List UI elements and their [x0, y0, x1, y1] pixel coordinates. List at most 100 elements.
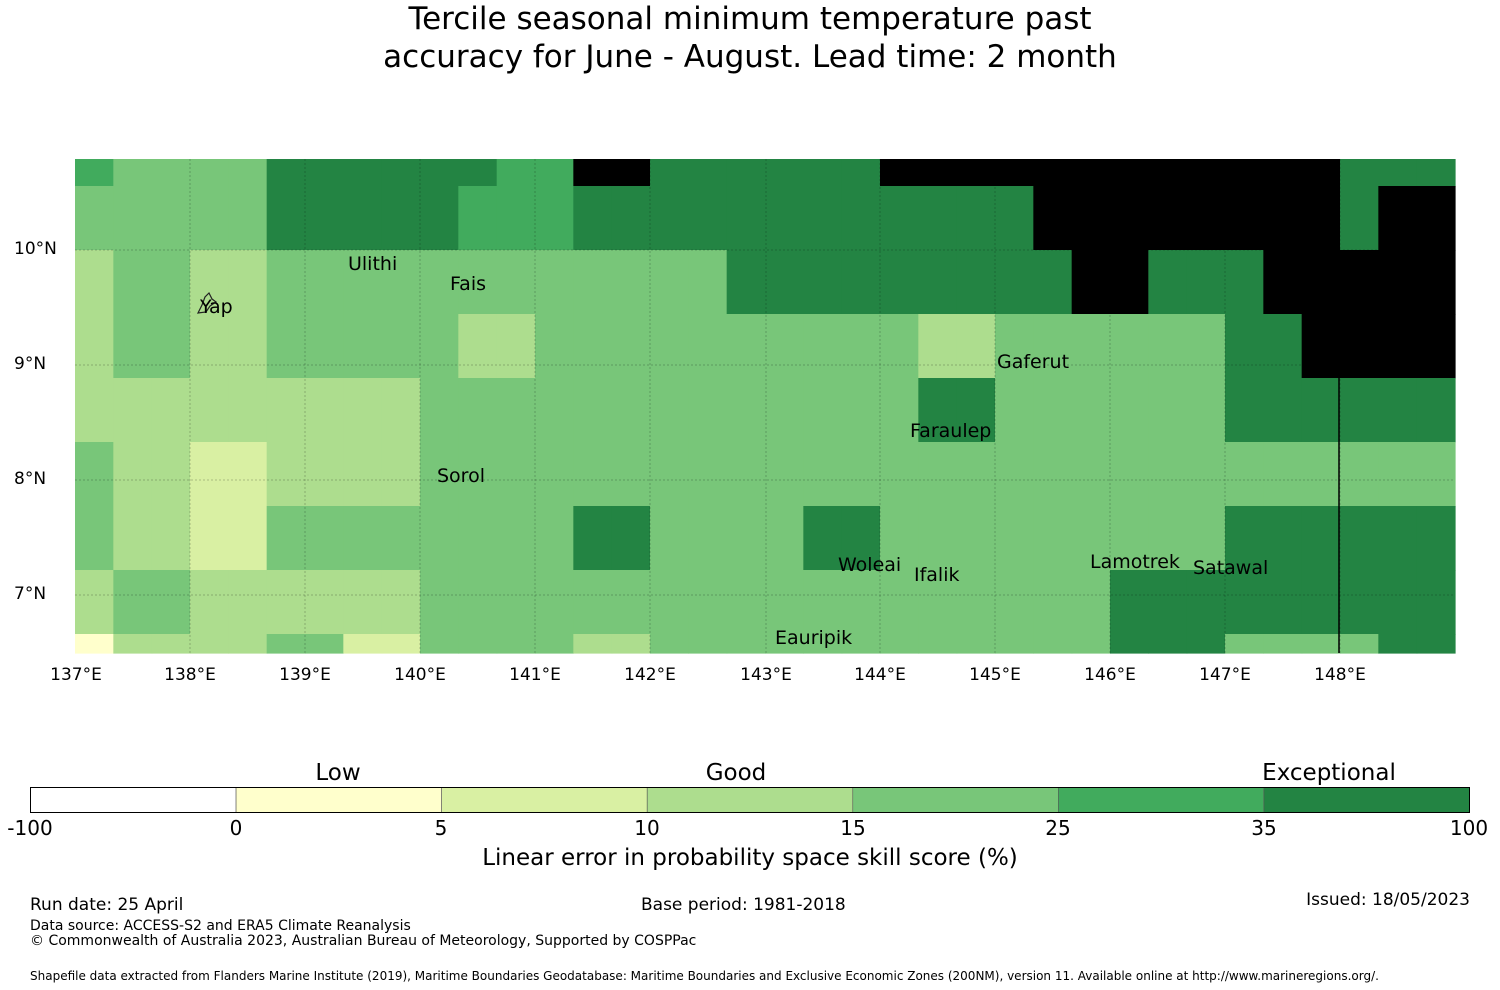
map-cell [1225, 570, 1264, 635]
map-cell [75, 570, 114, 635]
map-cell [228, 442, 268, 507]
map-cell [765, 506, 804, 571]
map-cell [1033, 314, 1073, 379]
map-cell [1378, 506, 1418, 571]
map-cell [880, 570, 919, 635]
map-cell [420, 314, 459, 379]
map-cell [995, 186, 1034, 251]
map-cell [995, 634, 1034, 654]
map-cell [880, 442, 919, 507]
map-cell [535, 570, 574, 635]
colorbar-tick-10: 10 [634, 816, 660, 840]
data-source: Data source: ACCESS-S2 and ERA5 Climate … [30, 918, 411, 934]
map-cell [995, 506, 1034, 571]
map-cell [573, 314, 613, 379]
map-cell [1110, 159, 1149, 187]
colorbar-tick-5: 5 [434, 816, 448, 840]
map-cell [803, 314, 843, 379]
map-cell [688, 506, 728, 571]
map-cell [1378, 570, 1418, 635]
lon-label-139e: 139°E [279, 665, 331, 685]
map-cell [918, 250, 958, 315]
map-cell [956, 314, 996, 379]
map-cell [113, 186, 153, 251]
map-cell [1110, 634, 1149, 654]
map-cell [496, 159, 536, 187]
map-cell [381, 634, 421, 654]
map-cell [266, 570, 306, 635]
map-cell [573, 186, 613, 251]
lon-label-141e: 141°E [509, 665, 561, 685]
map-cell [1148, 159, 1188, 187]
map-cell [496, 186, 536, 251]
map-cell [305, 159, 344, 187]
place-faraulep: Faraulep [910, 420, 992, 442]
lon-label-148e: 148°E [1314, 665, 1366, 685]
map-cell [1071, 570, 1111, 635]
map-cell [688, 159, 728, 187]
map-cell [381, 314, 421, 379]
map-cell [458, 634, 498, 654]
map-cell [1225, 159, 1264, 187]
place-gaferut: Gaferut [997, 351, 1070, 373]
map-cell [688, 250, 728, 315]
shapefile-credit: Shapefile data extracted from Flanders M… [30, 969, 1379, 983]
map-cell [458, 250, 498, 315]
map-cell [228, 570, 268, 635]
map-cell [151, 159, 191, 187]
map-cell [113, 378, 153, 443]
colorbar-tick-100: 100 [1449, 816, 1489, 840]
map-cell [726, 159, 766, 187]
map-cell [1071, 442, 1111, 507]
map-cell [841, 314, 881, 379]
map-cell [266, 186, 306, 251]
map-cell [650, 186, 689, 251]
map-cell [573, 634, 613, 654]
map-cell [228, 250, 268, 315]
title-line-1: Tercile seasonal minimum temperature pas… [408, 1, 1092, 37]
map-cell [1263, 378, 1303, 443]
map-cell [1071, 314, 1111, 379]
map-cell [611, 634, 651, 654]
map-cell [1301, 506, 1341, 571]
map-cell [113, 634, 153, 654]
map-cell [1378, 378, 1418, 443]
map-cell [841, 159, 881, 187]
place-ifalik: Ifalik [914, 564, 960, 586]
map-cell [113, 250, 153, 315]
map-cell [75, 250, 114, 315]
map-cell [190, 159, 229, 187]
map-cell [343, 314, 383, 379]
map-cell [1416, 159, 1456, 187]
map-cell [1186, 570, 1226, 635]
map-cell [765, 186, 804, 251]
map-cell [420, 159, 459, 187]
colorbar-segment [30, 787, 237, 813]
map-cell [381, 159, 421, 187]
map-cell [228, 378, 268, 443]
map-cell [956, 186, 996, 251]
map-cell [458, 442, 498, 507]
map-cell [1033, 186, 1073, 251]
map-cell [841, 634, 881, 654]
map-cell [1225, 250, 1264, 315]
map-cell [1263, 159, 1303, 187]
map-cell [803, 250, 843, 315]
map-cell [611, 378, 651, 443]
map-cell [573, 506, 613, 571]
map-cell [1340, 250, 1379, 315]
map-cell [995, 314, 1034, 379]
map-cell [190, 634, 229, 654]
map-cell [496, 250, 536, 315]
map-cell [726, 570, 766, 635]
map-cell [880, 378, 919, 443]
map-cell [918, 570, 958, 635]
map-cell [611, 314, 651, 379]
map-cell [151, 506, 191, 571]
place-woleai: Woleai [838, 554, 902, 576]
lat-label-9n: 9°N [14, 354, 47, 374]
map-cell [995, 250, 1034, 315]
map-cell [1301, 250, 1341, 315]
map-cell [420, 378, 459, 443]
map-cell [880, 506, 919, 571]
